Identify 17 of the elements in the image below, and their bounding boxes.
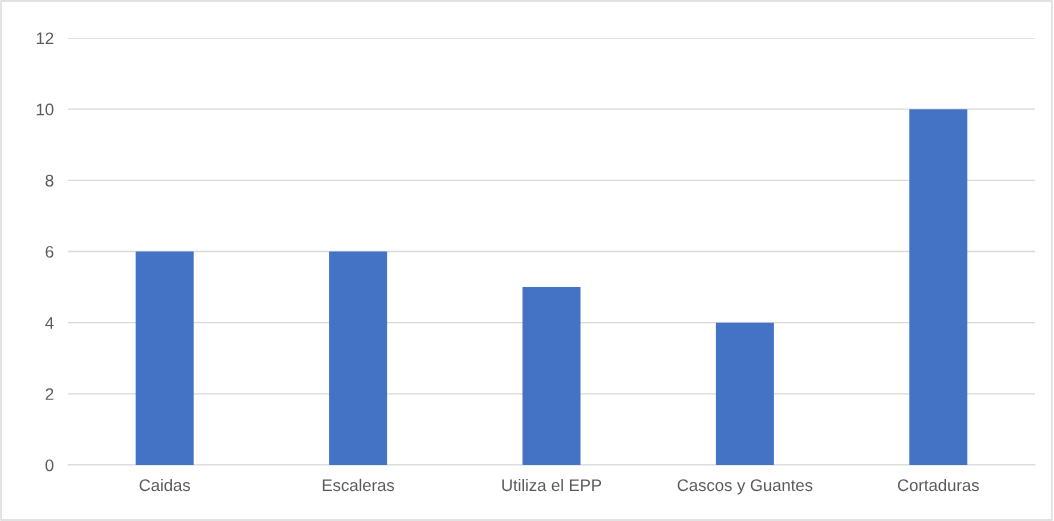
bar — [715, 322, 774, 465]
x-tick-label: Utiliza el EPP — [502, 478, 602, 492]
y-tick-label: 2 — [45, 388, 54, 400]
bar — [329, 251, 388, 465]
bar — [135, 251, 194, 465]
bar — [909, 109, 968, 465]
y-tick-label: 12 — [36, 32, 54, 45]
y-tick-label: 8 — [45, 174, 54, 187]
y-tick-label: 6 — [45, 245, 54, 258]
x-tick-label: Cortaduras — [897, 478, 979, 492]
y-tick-label: 4 — [45, 317, 54, 329]
x-tick-label: Cascos y Guantes — [677, 479, 813, 495]
y-tick-label: 0 — [45, 459, 54, 472]
bar — [522, 287, 581, 465]
x-tick-label: Escaleras — [322, 478, 395, 492]
x-tick-label: Caidas — [139, 478, 191, 492]
y-tick-label: 10 — [36, 103, 54, 116]
